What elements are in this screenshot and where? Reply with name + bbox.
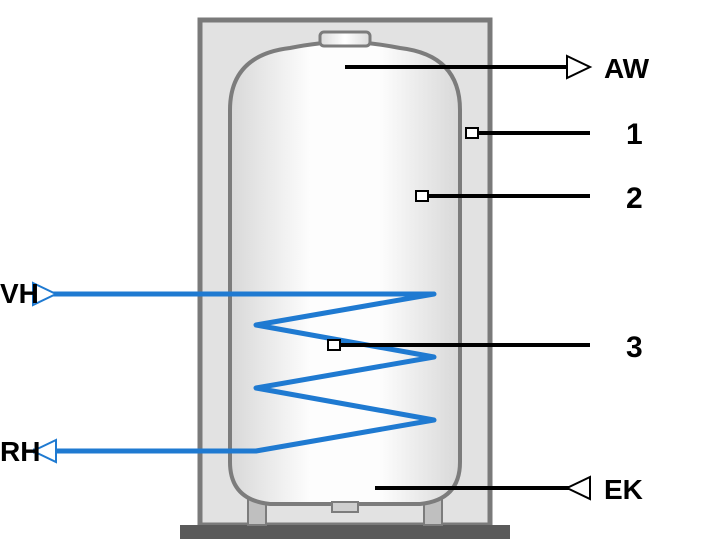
aw-arrow-icon [567,56,590,78]
callout-3-marker [328,340,340,350]
label-rh: RH [0,436,40,468]
callout-1-marker [466,128,478,138]
base-plate [180,525,510,539]
label-ek: EK [604,474,643,506]
tank-bottom-port [332,502,358,512]
label-vh: VH [0,278,39,310]
label-1: 1 [626,118,643,152]
tank-top-cap [320,32,370,46]
label-aw: AW [604,53,649,85]
label-2: 2 [626,182,643,216]
label-3: 3 [626,331,643,365]
ek-arrow-icon [567,477,590,499]
callout-2-marker [416,191,428,201]
